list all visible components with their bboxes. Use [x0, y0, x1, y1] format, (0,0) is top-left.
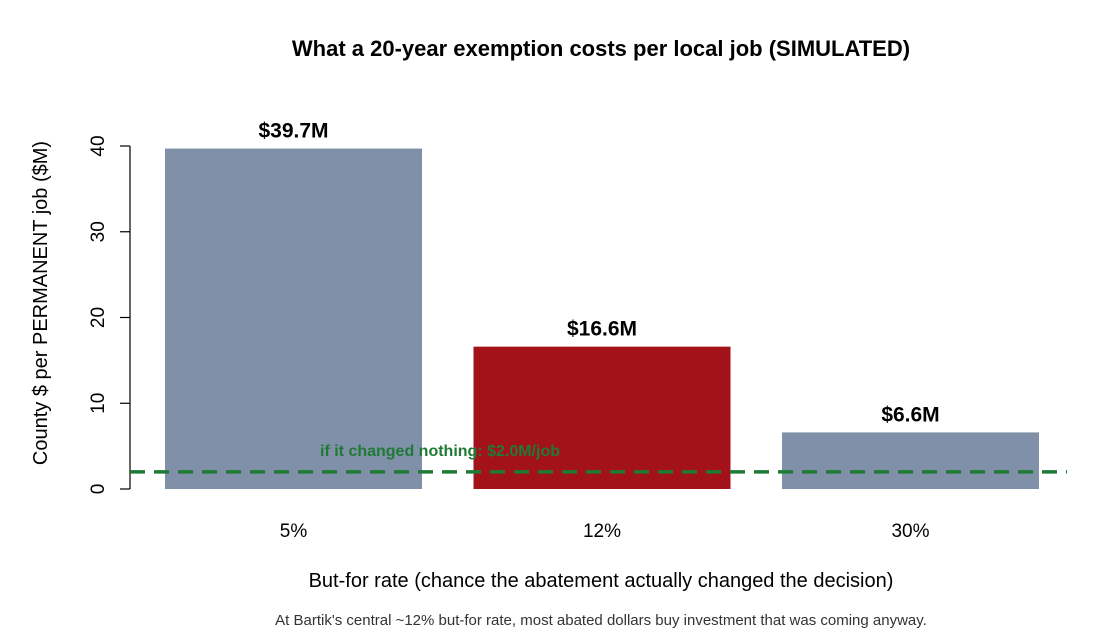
y-tick-label: 30: [88, 221, 109, 242]
x-tick-label: 30%: [891, 521, 929, 542]
y-tick-label: 10: [88, 393, 109, 414]
bar-data-label: $39.7M: [258, 120, 328, 143]
chart-caption: At Bartik's central ~12% but-for rate, m…: [275, 612, 927, 629]
bar-data-label: $16.6M: [567, 318, 637, 341]
y-tick-label: 40: [88, 135, 109, 156]
x-tick-labels: 5% 12% 30%: [280, 521, 930, 542]
x-tick-label: 5%: [280, 521, 308, 542]
reference-line-label: if it changed nothing: $2.0M/job: [320, 443, 560, 460]
bar: [165, 148, 422, 489]
bar: [782, 432, 1039, 489]
chart-title: What a 20-year exemption costs per local…: [292, 36, 910, 61]
bars: $39.7M $16.6M $6.6M: [165, 120, 1039, 489]
y-axis-label: County $ per PERMANENT job ($M): [30, 141, 52, 465]
y-tick-label: 20: [88, 307, 109, 328]
reference-line-group: if it changed nothing: $2.0M/job: [130, 443, 1067, 474]
y-tick-label: 0: [88, 484, 109, 495]
y-axis: 0 10 20 30 40: [88, 135, 131, 495]
x-axis-label: But-for rate (chance the abatement actua…: [309, 570, 894, 592]
x-tick-label: 12%: [583, 521, 621, 542]
bar: [473, 346, 731, 489]
bar-data-label: $6.6M: [881, 403, 939, 426]
